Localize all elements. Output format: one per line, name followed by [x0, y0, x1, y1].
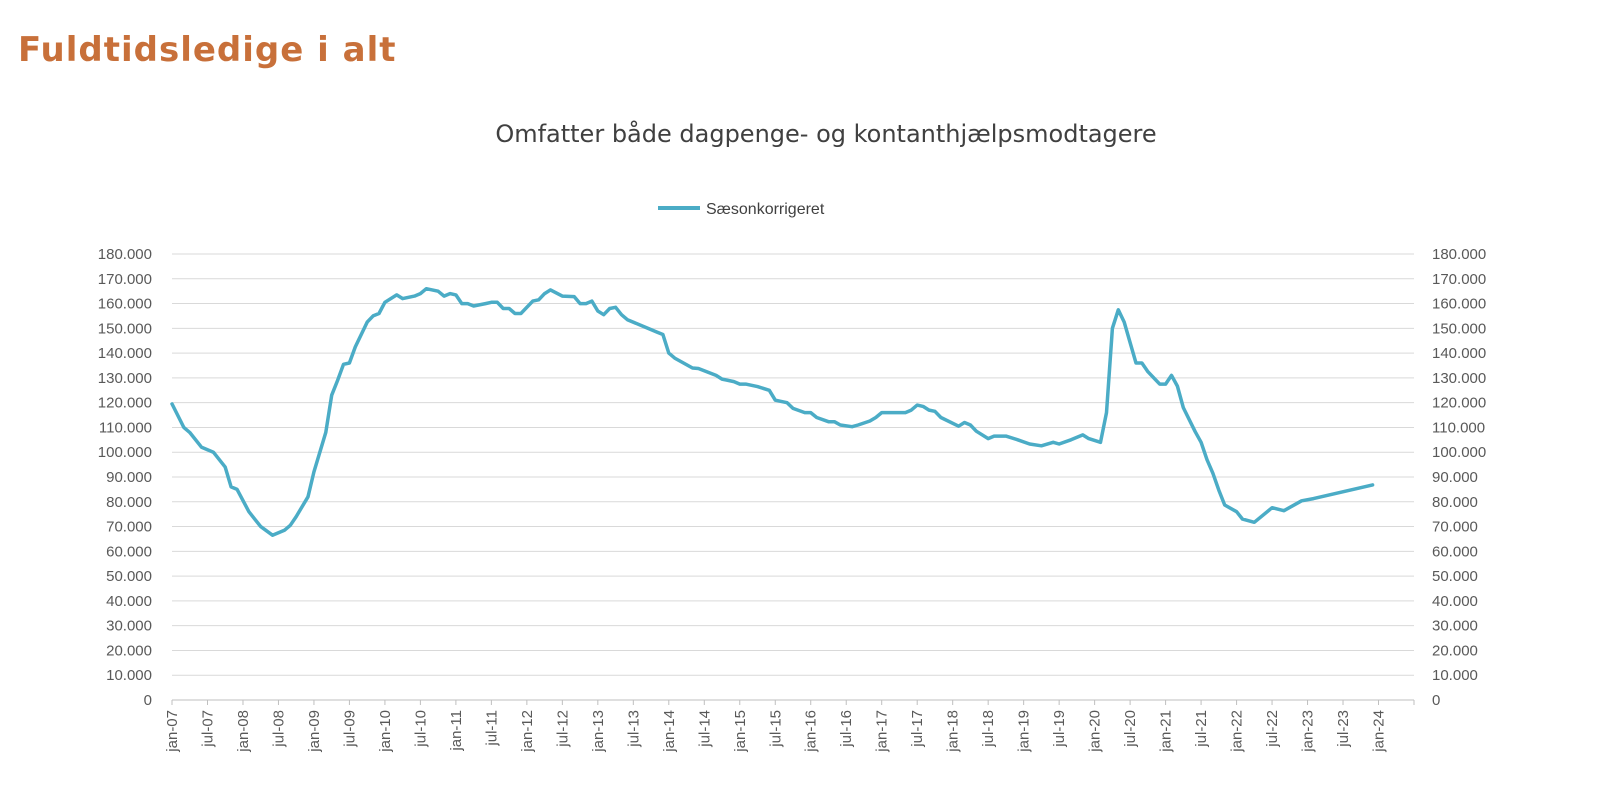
x-tick-label: jan-07 — [164, 710, 181, 753]
x-tick-label: jan-18 — [945, 710, 962, 753]
y-tick-label-left: 60.000 — [106, 543, 152, 560]
y-tick-label-left: 140.000 — [98, 345, 152, 362]
x-tick-label: jan-08 — [235, 710, 252, 753]
x-tick-label: jan-20 — [1087, 710, 1104, 753]
y-tick-label-right: 80.000 — [1432, 494, 1478, 511]
x-tick-label: jul-20 — [1122, 710, 1139, 748]
y-tick-label-left: 130.000 — [98, 370, 152, 387]
y-tick-label-left: 90.000 — [106, 469, 152, 486]
x-tick-label: jan-21 — [1158, 710, 1175, 753]
x-tick-label: jan-14 — [661, 710, 678, 753]
y-tick-label-right: 100.000 — [1432, 444, 1486, 461]
y-tick-label-left: 120.000 — [98, 395, 152, 412]
x-tick-label: jul-11 — [483, 710, 500, 747]
y-tick-label-right: 0 — [1432, 692, 1440, 709]
x-tick-label: jan-24 — [1371, 710, 1388, 753]
y-tick-label-right: 170.000 — [1432, 271, 1486, 288]
x-tick-label: jan-16 — [803, 710, 820, 753]
x-tick-label: jan-13 — [590, 710, 607, 753]
y-tick-label-right: 20.000 — [1432, 642, 1478, 659]
x-tick-label: jul-09 — [341, 710, 358, 748]
x-tick-label: jan-22 — [1229, 710, 1246, 753]
y-tick-label-left: 170.000 — [98, 271, 152, 288]
x-tick-label: jan-23 — [1300, 710, 1317, 753]
y-tick-label-left: 100.000 — [98, 444, 152, 461]
y-tick-label-right: 110.000 — [1432, 419, 1485, 436]
x-tick-label: jan-09 — [306, 710, 323, 753]
y-tick-label-left: 80.000 — [106, 494, 152, 511]
y-tick-label-right: 90.000 — [1432, 469, 1478, 486]
x-tick-label: jan-15 — [732, 710, 749, 753]
x-tick-label: jul-07 — [199, 710, 216, 748]
chart-title: Omfatter både dagpenge- og kontanthjælps… — [495, 119, 1156, 148]
y-tick-label-right: 70.000 — [1432, 519, 1478, 536]
x-tick-label: jan-19 — [1016, 710, 1033, 753]
y-tick-label-left: 0 — [144, 692, 152, 709]
y-tick-label-right: 30.000 — [1432, 618, 1478, 635]
y-tick-label-left: 40.000 — [106, 593, 152, 610]
y-tick-label-left: 70.000 — [106, 519, 152, 536]
y-tick-label-right: 120.000 — [1432, 395, 1486, 412]
y-tick-label-left: 160.000 — [98, 296, 152, 313]
y-tick-label-right: 160.000 — [1432, 296, 1486, 313]
y-tick-label-left: 50.000 — [106, 568, 152, 585]
x-tick-label: jul-14 — [696, 710, 713, 748]
x-tick-label: jan-11 — [448, 710, 465, 752]
legend-label: Sæsonkorrigeret — [706, 201, 825, 218]
y-tick-label-right: 180.000 — [1432, 246, 1486, 263]
x-tick-label: jul-17 — [909, 710, 926, 748]
y-tick-label-right: 50.000 — [1432, 568, 1478, 585]
x-tick-label: jan-17 — [874, 710, 891, 753]
y-tick-label-right: 140.000 — [1432, 345, 1486, 362]
x-tick-label: jul-21 — [1193, 710, 1210, 748]
legend: Sæsonkorrigeret — [658, 201, 825, 218]
x-tick-label: jul-16 — [838, 710, 855, 748]
x-tick-label: jul-15 — [767, 710, 784, 748]
y-tick-label-left: 150.000 — [98, 320, 152, 337]
y-tick-label-left: 10.000 — [106, 667, 152, 684]
y-tick-label-left: 110.000 — [99, 419, 152, 436]
y-tick-label-right: 150.000 — [1432, 320, 1486, 337]
x-tick-label: jul-12 — [554, 710, 571, 748]
x-tick-label: jul-10 — [412, 710, 429, 748]
y-tick-label-left: 180.000 — [98, 246, 152, 263]
y-tick-label-right: 10.000 — [1432, 667, 1478, 684]
y-tick-label-right: 40.000 — [1432, 593, 1478, 610]
x-tick-label: jul-18 — [980, 710, 997, 748]
x-tick-label: jan-10 — [377, 710, 394, 753]
y-tick-label-left: 20.000 — [106, 642, 152, 659]
x-tick-label: jul-19 — [1051, 710, 1068, 748]
x-tick-label: jan-12 — [519, 710, 536, 753]
x-tick-label: jul-23 — [1335, 710, 1352, 748]
page-title: Fuldtidsledige i alt — [18, 30, 397, 70]
y-tick-label-left: 30.000 — [106, 618, 152, 635]
x-tick-label: jul-13 — [625, 710, 642, 748]
series-line — [170, 286, 1375, 537]
y-tick-label-right: 60.000 — [1432, 543, 1478, 560]
y-tick-label-right: 130.000 — [1432, 370, 1486, 387]
x-tick-label: jul-08 — [270, 710, 287, 748]
x-tick-label: jul-22 — [1264, 710, 1281, 748]
